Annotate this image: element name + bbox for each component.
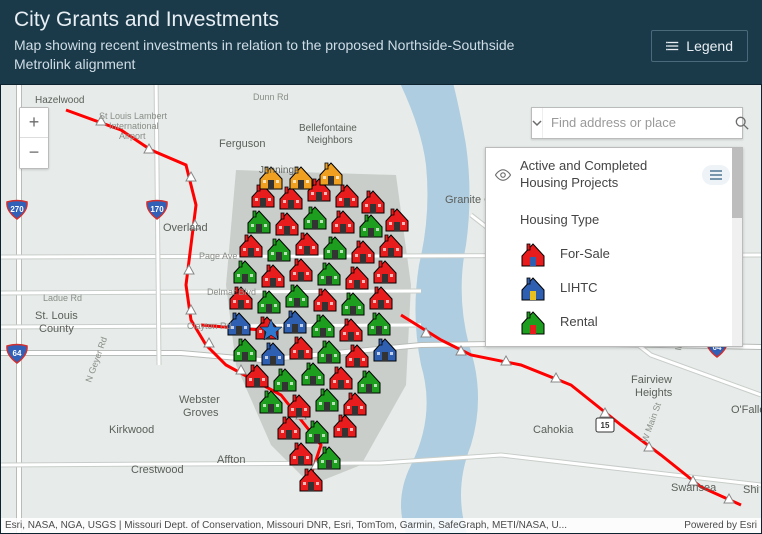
svg-text:Page Ave: Page Ave (199, 251, 237, 261)
svg-text:Neighbors: Neighbors (307, 135, 353, 146)
svg-text:Affton: Affton (217, 454, 246, 466)
house-icon (520, 241, 546, 267)
legend-item: For-Sale (486, 237, 742, 271)
search-icon (735, 116, 749, 130)
legend-panel: Active and Completed Housing Projects Ho… (485, 147, 743, 347)
svg-text:Swansea: Swansea (671, 482, 717, 494)
app-header: City Grants and Investments Map showing … (0, 0, 762, 84)
svg-text:Jennings: Jennings (259, 165, 299, 176)
svg-text:Crestwood: Crestwood (131, 464, 184, 476)
map-attribution: Esri, NASA, NGA, USGS | Missouri Dept. o… (1, 518, 761, 533)
list-icon (666, 39, 680, 53)
svg-text:Ferguson: Ferguson (219, 138, 265, 150)
chevron-down-icon (532, 118, 542, 128)
svg-text:Hazelwood: Hazelwood (35, 95, 84, 106)
layer-options-button[interactable] (702, 165, 730, 185)
svg-text:270: 270 (10, 205, 24, 214)
svg-text:Dunn Rd: Dunn Rd (253, 92, 289, 102)
svg-text:Delmar Blvd: Delmar Blvd (207, 287, 256, 297)
svg-text:Bellefontaine: Bellefontaine (299, 123, 357, 134)
svg-text:Ladue Rd: Ladue Rd (43, 293, 82, 303)
legend-button-label: Legend (686, 38, 733, 54)
zoom-out-button[interactable]: − (20, 138, 48, 168)
visibility-icon[interactable] (494, 166, 512, 184)
search-button[interactable] (735, 108, 749, 138)
map-viewport[interactable]: Dunn Rd St Louis LambertInternationalAirp… (0, 84, 762, 534)
svg-text:64: 64 (13, 349, 22, 358)
search-source-dropdown[interactable] (532, 108, 543, 138)
zoom-control: + − (19, 107, 49, 169)
svg-text:O'Fallon: O'Fallon (731, 404, 761, 416)
svg-text:Shi: Shi (743, 484, 759, 496)
svg-text:International: International (109, 121, 159, 131)
house-icon (520, 309, 546, 335)
svg-text:Kirkwood: Kirkwood (109, 424, 154, 436)
attribution-sources: Esri, NASA, NGA, USGS | Missouri Dept. o… (5, 520, 567, 531)
svg-text:Groves: Groves (183, 407, 219, 419)
legend-item-label: Rental (560, 314, 598, 329)
legend-toggle-button[interactable]: Legend (651, 30, 748, 62)
search-bar (531, 107, 743, 139)
zoom-in-button[interactable]: + (20, 108, 48, 138)
search-input[interactable] (543, 115, 735, 130)
svg-text:Heights: Heights (635, 387, 673, 399)
svg-text:County: County (39, 323, 74, 335)
house-icon (520, 275, 546, 301)
legend-item: Rental (486, 305, 742, 339)
svg-text:Fairview: Fairview (631, 374, 672, 386)
legend-scrollbar[interactable] (732, 148, 742, 346)
legend-item-label: For-Sale (560, 246, 610, 261)
page-subtitle: Map showing recent investments in relati… (14, 36, 574, 74)
svg-text:St Louis Lambert: St Louis Lambert (99, 111, 168, 121)
svg-text:Webster: Webster (179, 394, 220, 406)
svg-text:Clayton Rd: Clayton Rd (187, 321, 232, 331)
svg-text:170: 170 (150, 205, 164, 214)
svg-text:St. Louis: St. Louis (35, 310, 78, 322)
svg-text:Airport: Airport (119, 131, 146, 141)
page-title: City Grants and Investments (14, 8, 641, 32)
svg-text:15: 15 (601, 421, 610, 430)
legend-item-label: LIHTC (560, 280, 598, 295)
attribution-powered: Powered by Esri (676, 520, 757, 531)
legend-section-title: Housing Type (486, 202, 742, 237)
legend-item: LIHTC (486, 271, 742, 305)
svg-text:Overland: Overland (163, 222, 208, 234)
layer-name: Active and Completed Housing Projects (520, 158, 694, 192)
svg-text:Cahokia: Cahokia (533, 424, 574, 436)
